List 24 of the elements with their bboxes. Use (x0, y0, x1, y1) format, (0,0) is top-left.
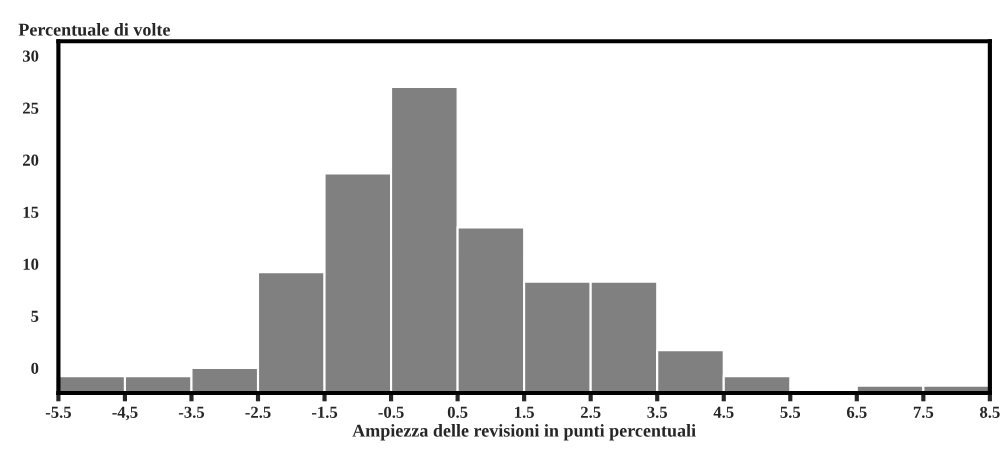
x-tick-label: 6.5 (846, 406, 867, 418)
x-tick-label: -1.5 (311, 406, 338, 418)
y-tick-label: 15 (23, 206, 39, 218)
x-tick-label: 4.5 (713, 406, 734, 418)
y-axis-title: Percentuale di volte (18, 23, 170, 36)
x-tick-label: 2.5 (580, 406, 601, 418)
x-tick-label: 0.5 (447, 406, 468, 418)
x-tick-label: -5.5 (45, 406, 71, 418)
x-axis-title: Ampiezza delle revisioni in punti percentuali (352, 424, 696, 441)
x-tick-label: -0.5 (378, 406, 404, 418)
x-tick-label: -3.5 (178, 406, 205, 418)
y-tick-label: 25 (23, 102, 39, 114)
y-tick-label: 0 (31, 362, 39, 374)
y-tick-label: 10 (23, 258, 39, 270)
x-tick-label: 7.5 (913, 406, 934, 418)
y-tick-label: 5 (31, 310, 39, 322)
x-tick-label: 3.5 (647, 406, 668, 418)
x-tick-label: 5.5 (780, 406, 801, 418)
y-tick-label: 20 (23, 154, 39, 166)
x-tick-label: -4,5 (112, 406, 138, 421)
y-tick-label: 30 (22, 50, 39, 62)
x-tick-label: 8.5 (980, 406, 1000, 418)
x-tick-label: 1.5 (515, 406, 534, 418)
x-tick-label: -2.5 (245, 406, 271, 418)
